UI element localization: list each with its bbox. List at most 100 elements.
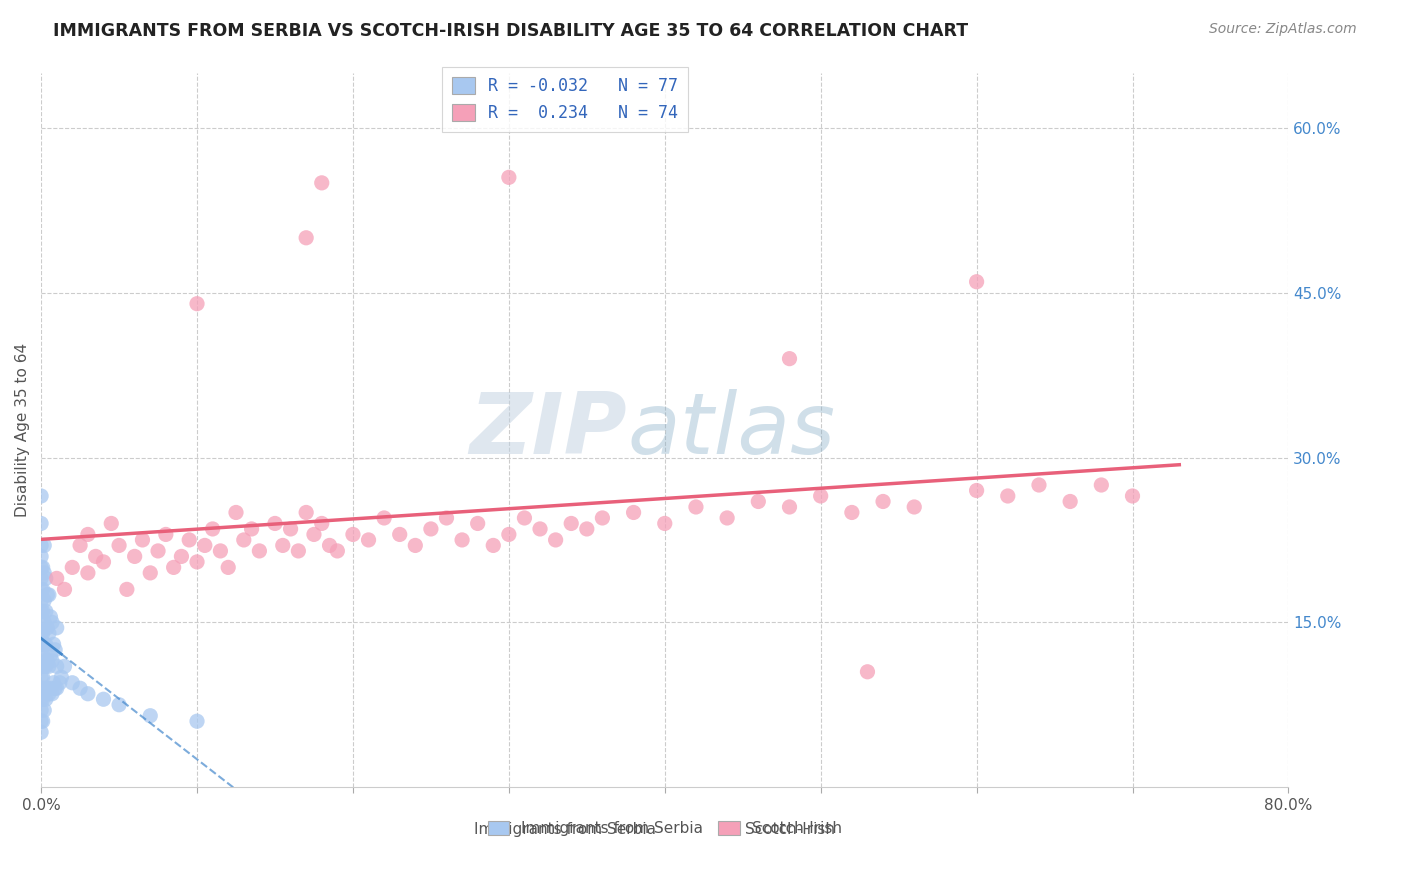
Point bbox=[997, 489, 1019, 503]
Point bbox=[513, 511, 536, 525]
Point bbox=[482, 538, 505, 552]
Point bbox=[139, 708, 162, 723]
Point bbox=[419, 522, 441, 536]
Point bbox=[373, 511, 395, 525]
Point bbox=[966, 275, 988, 289]
Point bbox=[856, 665, 879, 679]
Point bbox=[69, 681, 91, 696]
Point bbox=[240, 522, 263, 536]
Point bbox=[295, 231, 318, 245]
Point bbox=[32, 703, 55, 717]
Point bbox=[591, 511, 613, 525]
Point bbox=[287, 544, 309, 558]
Point bbox=[32, 593, 55, 607]
Point bbox=[716, 511, 738, 525]
Legend: Immigrants from Serbia, Scotch-Irish: Immigrants from Serbia, Scotch-Irish bbox=[479, 814, 849, 844]
Y-axis label: Disability Age 35 to 64: Disability Age 35 to 64 bbox=[15, 343, 30, 517]
Point bbox=[31, 714, 53, 729]
Point bbox=[39, 610, 62, 624]
Point bbox=[560, 516, 582, 531]
Point bbox=[201, 522, 224, 536]
Point bbox=[342, 527, 364, 541]
Point bbox=[217, 560, 239, 574]
Point bbox=[388, 527, 411, 541]
Point bbox=[35, 604, 58, 618]
Point bbox=[30, 549, 52, 564]
Point bbox=[31, 692, 53, 706]
Point bbox=[32, 538, 55, 552]
Point bbox=[35, 571, 58, 585]
Point bbox=[302, 527, 325, 541]
Point bbox=[779, 351, 801, 366]
Point bbox=[100, 516, 122, 531]
Point bbox=[53, 659, 76, 673]
Point bbox=[32, 566, 55, 580]
Point bbox=[108, 698, 131, 712]
Point bbox=[30, 681, 52, 696]
Point bbox=[311, 516, 333, 531]
Point bbox=[575, 522, 598, 536]
Point bbox=[38, 659, 60, 673]
Point bbox=[30, 489, 52, 503]
Point bbox=[93, 555, 115, 569]
Point bbox=[31, 670, 53, 684]
Point bbox=[39, 648, 62, 663]
Point bbox=[30, 659, 52, 673]
Point bbox=[53, 582, 76, 597]
Point bbox=[146, 544, 169, 558]
Point bbox=[1090, 478, 1112, 492]
Text: atlas: atlas bbox=[627, 389, 835, 472]
Point bbox=[37, 588, 59, 602]
Point bbox=[32, 615, 55, 630]
Point bbox=[45, 621, 67, 635]
Point bbox=[498, 170, 520, 185]
Point bbox=[30, 582, 52, 597]
Point bbox=[32, 637, 55, 651]
Point bbox=[60, 675, 83, 690]
Point bbox=[30, 593, 52, 607]
Point bbox=[186, 555, 208, 569]
Point bbox=[30, 714, 52, 729]
Point bbox=[654, 516, 676, 531]
Point bbox=[318, 538, 340, 552]
Point bbox=[529, 522, 551, 536]
Point bbox=[685, 500, 707, 514]
Point bbox=[38, 588, 60, 602]
Point bbox=[903, 500, 925, 514]
Point bbox=[30, 626, 52, 640]
Point bbox=[84, 549, 107, 564]
Text: Source: ZipAtlas.com: Source: ZipAtlas.com bbox=[1209, 22, 1357, 37]
Point bbox=[37, 681, 59, 696]
Point bbox=[31, 637, 53, 651]
Point bbox=[30, 604, 52, 618]
Point bbox=[194, 538, 217, 552]
Point bbox=[30, 516, 52, 531]
Point bbox=[30, 538, 52, 552]
Point bbox=[41, 615, 63, 630]
Point bbox=[225, 506, 247, 520]
Point bbox=[131, 533, 153, 547]
Point bbox=[42, 637, 65, 651]
Point bbox=[295, 506, 318, 520]
Point bbox=[45, 659, 67, 673]
Point bbox=[209, 544, 232, 558]
Point bbox=[30, 637, 52, 651]
Point bbox=[311, 176, 333, 190]
Point bbox=[41, 687, 63, 701]
Point bbox=[93, 692, 115, 706]
Point bbox=[247, 544, 270, 558]
Point bbox=[37, 654, 59, 668]
Point bbox=[44, 642, 66, 657]
Point bbox=[872, 494, 894, 508]
Point bbox=[30, 571, 52, 585]
Point bbox=[436, 511, 458, 525]
Point bbox=[326, 544, 349, 558]
Point bbox=[498, 527, 520, 541]
Point bbox=[179, 533, 201, 547]
Point bbox=[544, 533, 567, 547]
Point bbox=[357, 533, 380, 547]
Point bbox=[60, 560, 83, 574]
Point bbox=[30, 670, 52, 684]
Point bbox=[37, 621, 59, 635]
Point bbox=[115, 582, 138, 597]
